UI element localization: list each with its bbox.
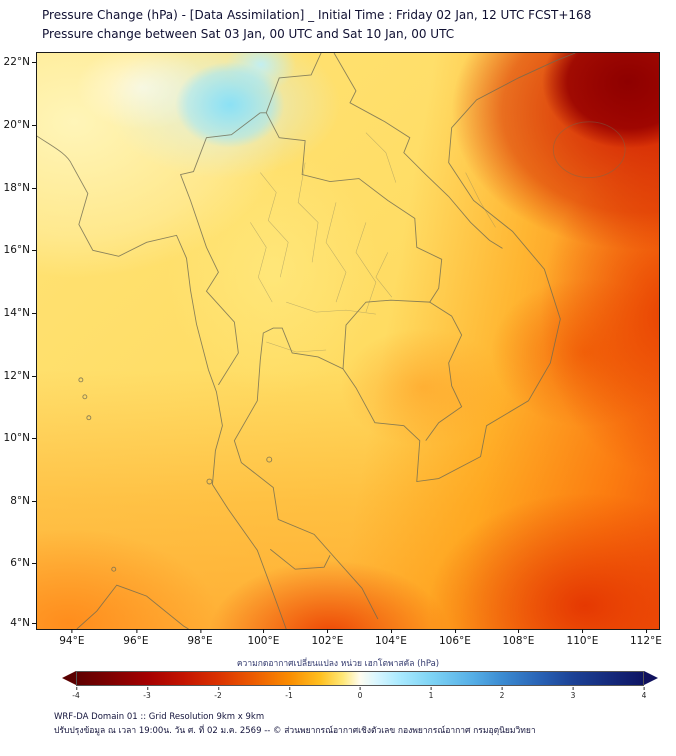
colorbar-tick-label: 3 [571,687,575,700]
y-axis-tick-label: 20°N [4,119,37,131]
footer-domain-info: WRF-DA Domain 01 :: Grid Resolution 9km … [54,712,265,722]
colorbar [62,671,658,686]
y-axis-tick-label: 8°N [10,495,37,507]
colorbar-tick-label: -3 [143,687,151,700]
x-axis-tick-label: 106°E [439,629,471,647]
colorbar-tick-label: -1 [285,687,293,700]
y-axis-tick-label: 16°N [4,244,37,256]
geography-outline [37,53,626,629]
colorbar-tick-label: 2 [500,687,504,700]
x-axis-tick-label: 102°E [312,629,343,647]
colorbar-tick-label: -2 [214,687,222,700]
x-axis-tick-label: 108°E [502,629,534,647]
colorbar-tick-label: 4 [642,687,646,700]
colorbar-tick-label: 1 [429,687,433,700]
x-axis-tick-label: 94°E [59,629,84,647]
y-axis-tick-label: 10°N [4,432,37,444]
colorbar-ticks: -4 -3 -2 -1 0 1 2 3 4 [72,687,646,701]
footer-update-info: ปรับปรุงข้อมูล ณ เวลา 19:00น. วัน ศ. ที่… [54,725,536,736]
page-subtitle: Pressure change between Sat 03 Jan, 00 U… [42,26,455,41]
x-axis-tick-label: 100°E [247,629,279,647]
colorbar-left-arrow [62,671,76,685]
colorbar-title: ความกดอากาศเปลี่ยนแปลง หน่วย เฮกโตพาสคัล… [236,659,440,669]
y-axis-tick-label: 22°N [4,56,37,68]
x-axis-tick-label: 96°E [123,629,149,647]
page-title: Pressure Change (hPa) - [Data Assimilati… [42,8,592,22]
y-axis-tick-label: 14°N [4,307,37,319]
y-axis-tick-label: 6°N [10,557,37,569]
x-axis-tick-label: 104°E [375,629,407,647]
y-axis-tick-label: 12°N [4,370,37,382]
map-plot: 22°N 20°N 18°N 16°N 14°N 12°N 10°N 8°N 6… [4,52,662,647]
header: Pressure Change (hPa) - [Data Assimilati… [42,6,591,43]
y-axis-tick-label: 18°N [4,182,37,194]
y-axis-tick-label: 4°N [10,617,37,629]
x-axis-tick-label: 98°E [187,629,213,647]
footer: WRF-DA Domain 01 :: Grid Resolution 9km … [54,711,536,738]
colorbar-right-arrow [644,671,658,685]
x-axis-tick-label: 110°E [567,629,598,647]
colorbar-gradient [76,671,644,686]
colorbar-tick-label: 0 [358,687,362,700]
x-axis-tick-label: 112°E [630,629,662,647]
colorbar-tick-label: -4 [72,687,80,700]
